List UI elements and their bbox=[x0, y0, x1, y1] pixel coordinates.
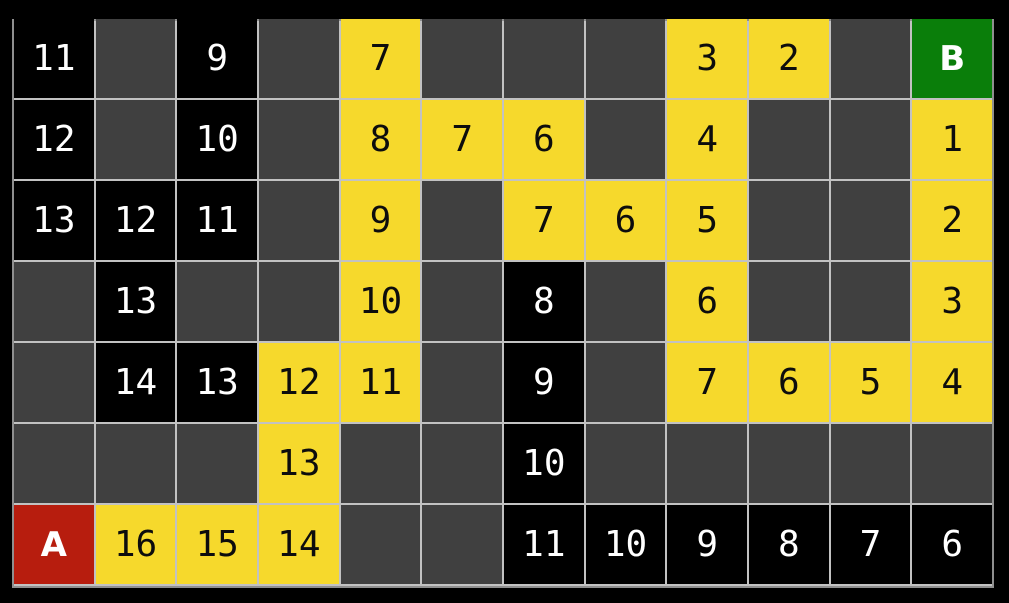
grid-cell bbox=[830, 19, 911, 98]
pathfinding-grid: 11 9 7 3 2 B 12 10 8 7 6 4 1 13 12 11 9 7 6 5 2 13 10 8 6 3 14 13 12… bbox=[12, 19, 994, 588]
grid-cell: 1 bbox=[912, 100, 992, 179]
grid-cell: 3 bbox=[667, 19, 747, 98]
grid-cell: 3 bbox=[912, 262, 992, 341]
grid-cell: 6 bbox=[748, 343, 829, 422]
grid-cell: 7 bbox=[340, 19, 421, 98]
grid-cell: 4 bbox=[912, 343, 992, 422]
grid-cell: 7 bbox=[667, 343, 747, 422]
grid-cell bbox=[422, 343, 502, 422]
grid-cell: 6 bbox=[667, 262, 747, 341]
grid-cell bbox=[503, 19, 584, 98]
grid-cell bbox=[585, 19, 666, 98]
grid-cell: 4 bbox=[667, 100, 747, 179]
grid-cell bbox=[258, 19, 339, 98]
grid-cell: 14 bbox=[258, 505, 339, 584]
grid-cell: 13 bbox=[95, 262, 176, 341]
grid-cell: 9 bbox=[503, 343, 584, 422]
grid-cell: 11 bbox=[14, 19, 94, 98]
grid-cell bbox=[14, 262, 94, 341]
grid-cell: 9 bbox=[667, 505, 747, 584]
grid-cell bbox=[340, 505, 421, 584]
grid-cell bbox=[258, 181, 339, 260]
grid-cell: 8 bbox=[503, 262, 584, 341]
grid-cell: 9 bbox=[340, 181, 421, 260]
grid-cell: 12 bbox=[14, 100, 94, 179]
grid-cell: 5 bbox=[830, 343, 911, 422]
start-cell: A bbox=[14, 505, 94, 584]
grid-cell bbox=[14, 343, 94, 422]
grid-cell: 12 bbox=[95, 181, 176, 260]
grid-cell bbox=[748, 424, 829, 503]
grid-cell: 7 bbox=[830, 505, 911, 584]
grid-cell bbox=[95, 424, 176, 503]
grid-cell: 11 bbox=[503, 505, 584, 584]
grid-cell: 10 bbox=[585, 505, 666, 584]
grid-cell: 13 bbox=[177, 343, 257, 422]
grid-cell bbox=[95, 19, 176, 98]
grid-cell bbox=[667, 424, 747, 503]
grid-cell: 8 bbox=[340, 100, 421, 179]
grid-cell: 16 bbox=[95, 505, 176, 584]
grid-cell bbox=[748, 181, 829, 260]
grid-cell: 2 bbox=[912, 181, 992, 260]
grid-cell bbox=[422, 505, 502, 584]
grid-cell: 6 bbox=[585, 181, 666, 260]
grid-cell: 12 bbox=[258, 343, 339, 422]
grid-cell: 5 bbox=[667, 181, 747, 260]
goal-cell: B bbox=[912, 19, 992, 98]
grid-cell bbox=[14, 424, 94, 503]
grid-cell: 11 bbox=[177, 181, 257, 260]
grid-cell bbox=[830, 424, 911, 503]
grid-cell bbox=[340, 424, 421, 503]
grid-cell bbox=[830, 262, 911, 341]
grid-cell: 10 bbox=[340, 262, 421, 341]
grid-cell: 7 bbox=[422, 100, 502, 179]
grid-cell bbox=[585, 424, 666, 503]
grid-cell bbox=[95, 100, 176, 179]
grid-cell bbox=[830, 181, 911, 260]
grid-cell bbox=[585, 100, 666, 179]
grid-cell: 13 bbox=[14, 181, 94, 260]
grid-cell bbox=[912, 424, 992, 503]
grid-cell: 6 bbox=[503, 100, 584, 179]
grid-cell bbox=[177, 262, 257, 341]
grid-cell bbox=[258, 262, 339, 341]
grid-cell bbox=[830, 100, 911, 179]
grid-cell: 14 bbox=[95, 343, 176, 422]
grid-cell: 9 bbox=[177, 19, 257, 98]
grid-cell: 10 bbox=[177, 100, 257, 179]
grid-cell bbox=[258, 100, 339, 179]
grid-cell: 7 bbox=[503, 181, 584, 260]
grid-cell bbox=[748, 100, 829, 179]
grid-cell bbox=[422, 262, 502, 341]
grid-cell: 15 bbox=[177, 505, 257, 584]
grid-cell: 13 bbox=[258, 424, 339, 503]
grid-cell bbox=[585, 343, 666, 422]
grid-cell bbox=[177, 424, 257, 503]
grid-cell bbox=[585, 262, 666, 341]
grid-cell bbox=[422, 181, 502, 260]
grid-cell bbox=[422, 424, 502, 503]
grid-cell: 6 bbox=[912, 505, 992, 584]
grid-cell: 8 bbox=[748, 505, 829, 584]
grid-cell bbox=[422, 19, 502, 98]
grid-cell: 11 bbox=[340, 343, 421, 422]
grid-cell: 10 bbox=[503, 424, 584, 503]
grid-cell: 2 bbox=[748, 19, 829, 98]
grid-cell bbox=[748, 262, 829, 341]
